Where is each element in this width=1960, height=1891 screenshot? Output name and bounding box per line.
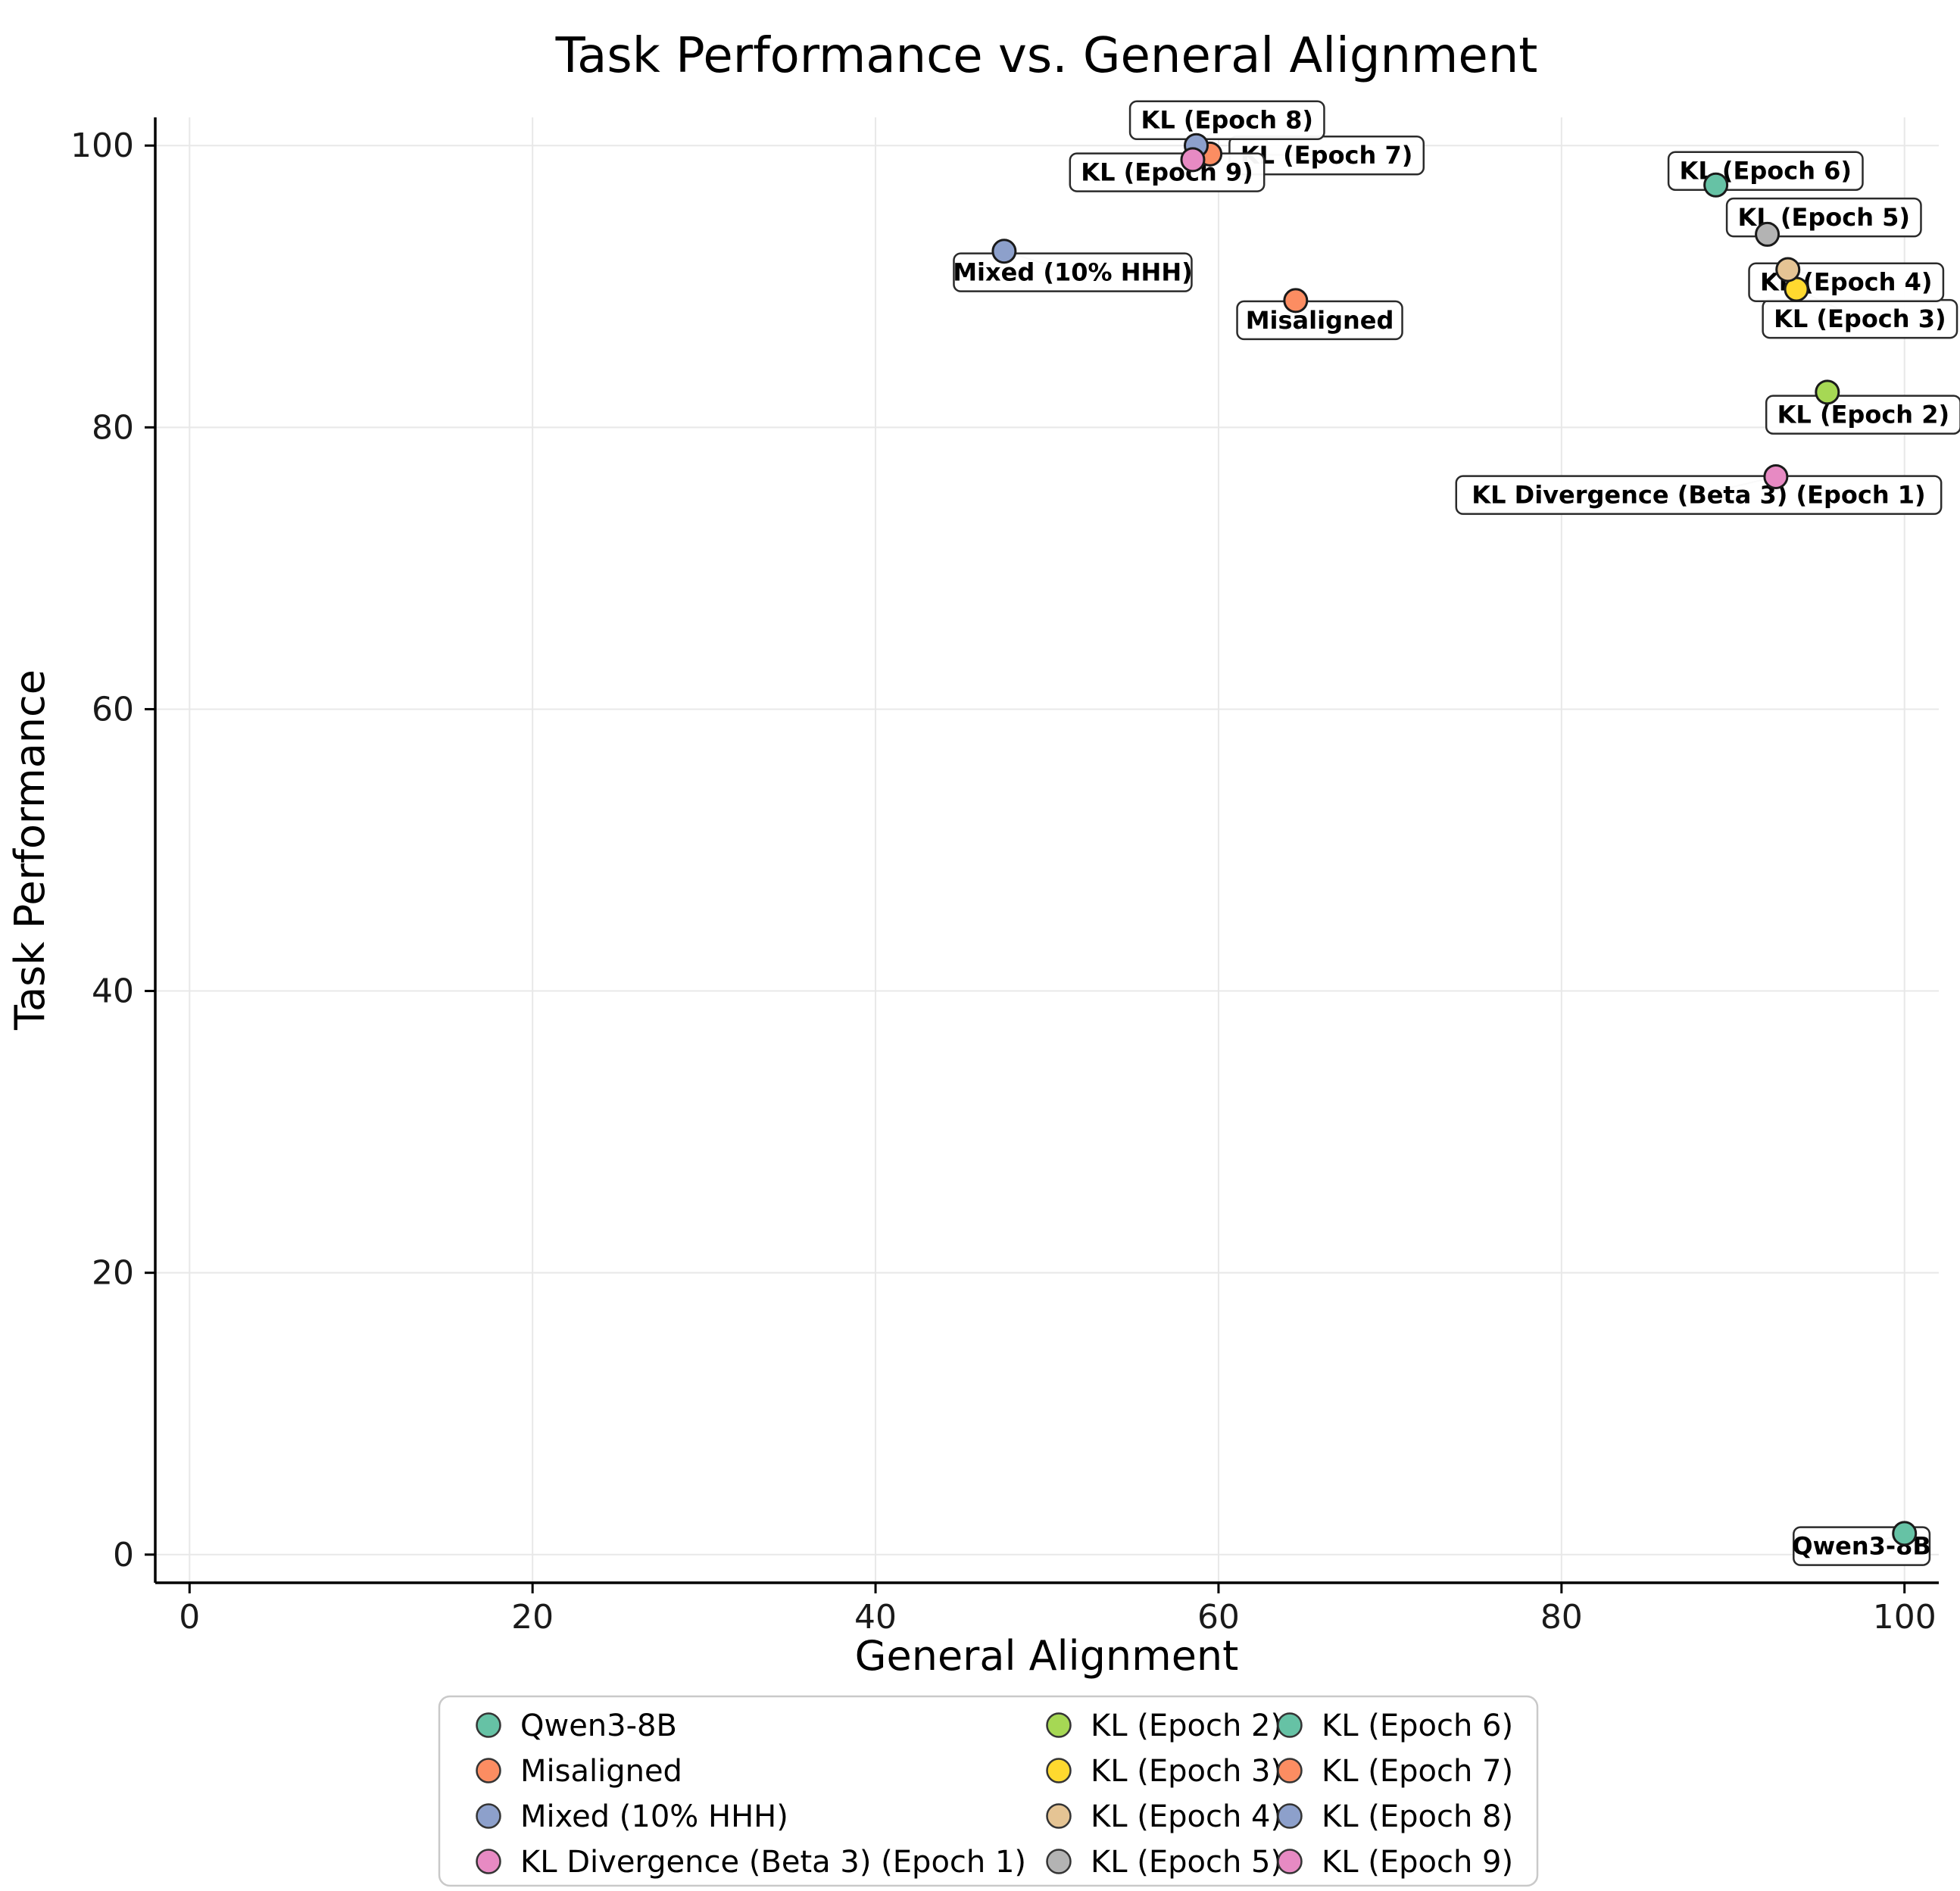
legend-marker-qwen3-8b bbox=[476, 1712, 501, 1738]
legend-marker-kl-epoch-4 bbox=[1046, 1803, 1072, 1829]
y-axis-label: Task Performance bbox=[6, 669, 54, 1031]
x-tick-label-40: 40 bbox=[854, 1598, 897, 1637]
x-tick-label-0: 0 bbox=[179, 1598, 200, 1637]
legend-item-kl-epoch-9: KL (Epoch 9) bbox=[1277, 1845, 1513, 1880]
annotation-misaligned: Misaligned bbox=[1236, 300, 1403, 341]
y-tick-label-100: 100 bbox=[70, 126, 134, 165]
legend-marker-kl-epoch-9 bbox=[1277, 1849, 1303, 1874]
annotation-kl-epoch-5: KL (Epoch 5) bbox=[1725, 197, 1922, 238]
annotation-label-kl-epoch-3: KL (Epoch 3) bbox=[1774, 304, 1946, 333]
annotation-box-mixed-10-hhh bbox=[953, 252, 1193, 292]
point-kl-epoch-9 bbox=[1180, 147, 1206, 173]
annotation-kl-epoch-2: KL (Epoch 2) bbox=[1765, 395, 1960, 435]
y-tick-label-80: 80 bbox=[92, 408, 134, 447]
point-misaligned bbox=[1283, 288, 1309, 314]
legend-marker-kl-divergence-beta-3-epoch-1 bbox=[476, 1849, 501, 1874]
legend-marker-mixed-10-hhh bbox=[476, 1803, 501, 1829]
annotation-box-kl-epoch-2 bbox=[1765, 395, 1960, 435]
annotation-mixed-10-hhh: Mixed (10% HHH) bbox=[953, 252, 1193, 292]
y-tick-label-60: 60 bbox=[92, 690, 134, 729]
x-tick-label-100: 100 bbox=[1873, 1598, 1937, 1637]
annotation-kl-epoch-8: KL (Epoch 8) bbox=[1128, 100, 1325, 140]
legend-label-qwen3-8b: Qwen3-8B bbox=[520, 1708, 677, 1743]
legend-marker-kl-epoch-7 bbox=[1277, 1758, 1303, 1783]
point-kl-epoch-4 bbox=[1775, 257, 1801, 282]
legend-item-kl-epoch-7: KL (Epoch 7) bbox=[1277, 1754, 1513, 1789]
legend-item-kl-epoch-6: KL (Epoch 6) bbox=[1277, 1708, 1513, 1743]
annotation-kl-epoch-7: KL (Epoch 7) bbox=[1228, 135, 1425, 176]
annotation-label-misaligned: Misaligned bbox=[1246, 306, 1394, 335]
legend-item-qwen3-8b: Qwen3-8B bbox=[476, 1708, 677, 1743]
annotation-kl-epoch-9: KL (Epoch 9) bbox=[1069, 152, 1266, 192]
plot-area: 0 20 40 60 80 100020406080100Qwen3-8BMisalign… bbox=[70, 100, 1960, 1637]
legend-label-mixed-10-hhh: Mixed (10% HHH) bbox=[520, 1799, 788, 1834]
annotation-label-kl-divergence-beta-3-epoch-1: KL Divergence (Beta 3) (Epoch 1) bbox=[1472, 481, 1925, 510]
legend-label-kl-epoch-9: KL (Epoch 9) bbox=[1322, 1845, 1513, 1880]
annotation-label-kl-epoch-9: KL (Epoch 9) bbox=[1081, 158, 1253, 187]
annotation-label-mixed-10-hhh: Mixed (10% HHH) bbox=[953, 258, 1193, 287]
legend-marker-kl-epoch-2 bbox=[1046, 1712, 1072, 1738]
legend-item-kl-divergence-beta-3-epoch-1: KL Divergence (Beta 3) (Epoch 1) bbox=[476, 1845, 1026, 1880]
legend-label-kl-epoch-8: KL (Epoch 8) bbox=[1322, 1799, 1513, 1834]
annotation-label-kl-epoch-7: KL (Epoch 7) bbox=[1241, 141, 1412, 170]
point-kl-epoch-2 bbox=[1815, 379, 1840, 405]
legend-label-misaligned: Misaligned bbox=[520, 1754, 682, 1789]
legend-label-kl-epoch-5: KL (Epoch 5) bbox=[1091, 1845, 1282, 1880]
legend-marker-kl-epoch-5 bbox=[1046, 1849, 1072, 1874]
y-tick-label-20: 20 bbox=[92, 1254, 134, 1293]
legend-marker-kl-epoch-3 bbox=[1046, 1758, 1072, 1783]
legend-label-kl-epoch-7: KL (Epoch 7) bbox=[1322, 1754, 1513, 1789]
annotation-label-kl-epoch-8: KL (Epoch 8) bbox=[1141, 106, 1313, 135]
point-kl-epoch-5 bbox=[1755, 221, 1781, 247]
legend-label-kl-divergence-beta-3-epoch-1: KL Divergence (Beta 3) (Epoch 1) bbox=[520, 1845, 1026, 1880]
legend: Qwen3-8B Misaligned Mixed (10% HHH) KL Dive… bbox=[438, 1695, 1539, 1887]
legend-item-kl-epoch-8: KL (Epoch 8) bbox=[1277, 1799, 1513, 1834]
legend-marker-misaligned bbox=[476, 1758, 501, 1783]
annotation-label-kl-epoch-2: KL (Epoch 2) bbox=[1777, 401, 1949, 429]
x-tick-label-20: 20 bbox=[511, 1598, 554, 1637]
legend-marker-kl-epoch-8 bbox=[1277, 1803, 1303, 1829]
legend-item-mixed-10-hhh: Mixed (10% HHH) bbox=[476, 1799, 788, 1834]
point-kl-epoch-6 bbox=[1703, 172, 1729, 198]
legend-item-kl-epoch-5: KL (Epoch 5) bbox=[1046, 1845, 1282, 1880]
legend-item-kl-epoch-2: KL (Epoch 2) bbox=[1046, 1708, 1282, 1743]
legend-label-kl-epoch-4: KL (Epoch 4) bbox=[1091, 1799, 1282, 1834]
annotation-kl-divergence-beta-3-epoch-1: KL Divergence (Beta 3) (Epoch 1) bbox=[1455, 475, 1943, 515]
chart-title: Task Performance vs. General Alignment bbox=[555, 28, 1538, 84]
y-tick-label-0: 0 bbox=[113, 1536, 134, 1574]
annotation-box-kl-epoch-8 bbox=[1128, 100, 1325, 140]
legend-item-misaligned: Misaligned bbox=[476, 1754, 682, 1789]
annotation-kl-epoch-3: KL (Epoch 3) bbox=[1762, 298, 1958, 339]
legend-marker-kl-epoch-6 bbox=[1277, 1712, 1303, 1738]
point-mixed-10-hhh bbox=[991, 239, 1017, 264]
legend-item-kl-epoch-3: KL (Epoch 3) bbox=[1046, 1754, 1282, 1789]
legend-label-kl-epoch-6: KL (Epoch 6) bbox=[1322, 1708, 1513, 1743]
x-tick-label-60: 60 bbox=[1197, 1598, 1240, 1637]
point-kl-divergence-beta-3-epoch-1 bbox=[1763, 463, 1789, 489]
legend-label-kl-epoch-3: KL (Epoch 3) bbox=[1091, 1754, 1282, 1789]
point-qwen3-8b bbox=[1892, 1521, 1918, 1546]
legend-box bbox=[438, 1695, 1539, 1887]
legend-item-kl-epoch-4: KL (Epoch 4) bbox=[1046, 1799, 1282, 1834]
x-tick-label-80: 80 bbox=[1540, 1598, 1583, 1637]
annotation-kl-epoch-6: KL (Epoch 6) bbox=[1667, 151, 1864, 191]
legend-label-kl-epoch-2: KL (Epoch 2) bbox=[1091, 1708, 1282, 1743]
annotation-box-kl-divergence-beta-3-epoch-1 bbox=[1455, 475, 1943, 515]
y-tick-label-40: 40 bbox=[92, 972, 134, 1011]
annotation-box-misaligned bbox=[1236, 300, 1403, 341]
x-axis-label: General Alignment bbox=[855, 1632, 1239, 1680]
